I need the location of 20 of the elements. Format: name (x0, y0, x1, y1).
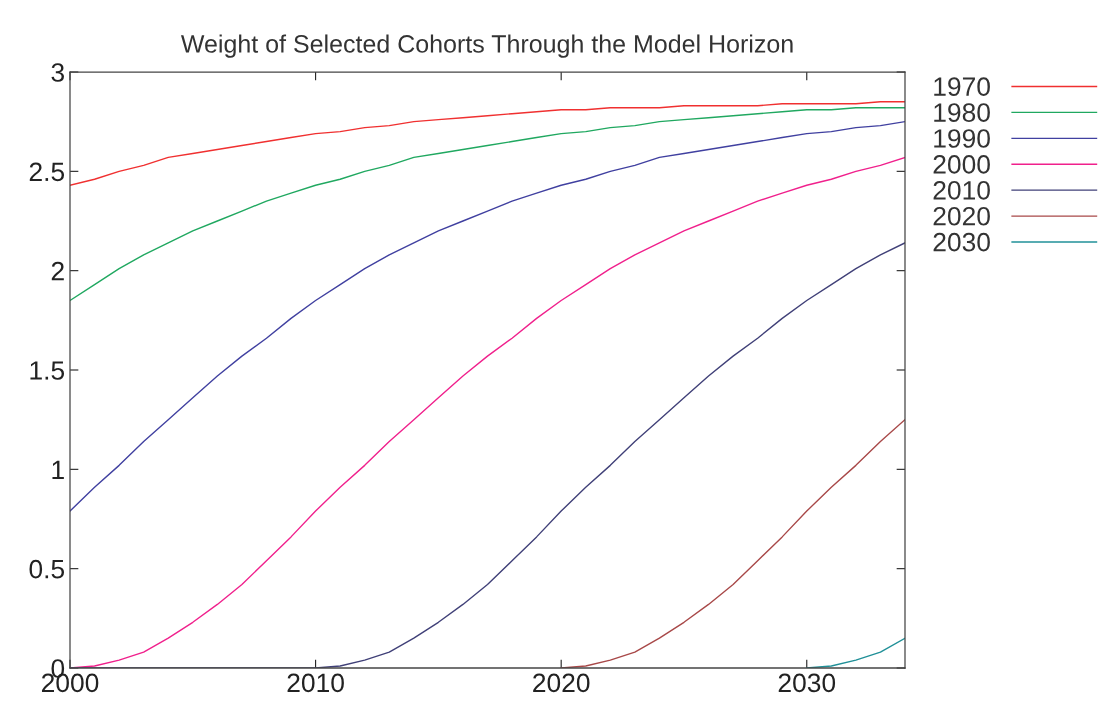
legend-label: 2010 (933, 180, 990, 200)
x-tick-label: 2010 (287, 673, 344, 693)
legend-label: 1970 (934, 77, 990, 96)
y-tick-label: 1 (52, 460, 64, 479)
x-tick-label: 2020 (533, 673, 590, 693)
line-series (70, 101, 905, 186)
y-tick-label: 2.5 (29, 162, 65, 182)
y-tick-label: 2 (51, 261, 64, 281)
legend-label: 1980 (934, 103, 990, 122)
x-tick-label: 2030 (778, 673, 836, 693)
legend-label: 1990 (934, 129, 990, 148)
legend-label: 2000 (933, 155, 990, 174)
y-tick-label: 1.5 (30, 361, 65, 380)
legend-label: 2020 (933, 206, 990, 226)
y-tick-label: 3 (51, 63, 64, 82)
line-series (70, 120, 905, 512)
legend-label: 2030 (933, 232, 990, 252)
y-tick-label: 0.5 (29, 559, 65, 579)
chart-title: Weight of Selected Cohorts Through the Model Horizon (180, 34, 793, 58)
line-series (70, 107, 905, 302)
